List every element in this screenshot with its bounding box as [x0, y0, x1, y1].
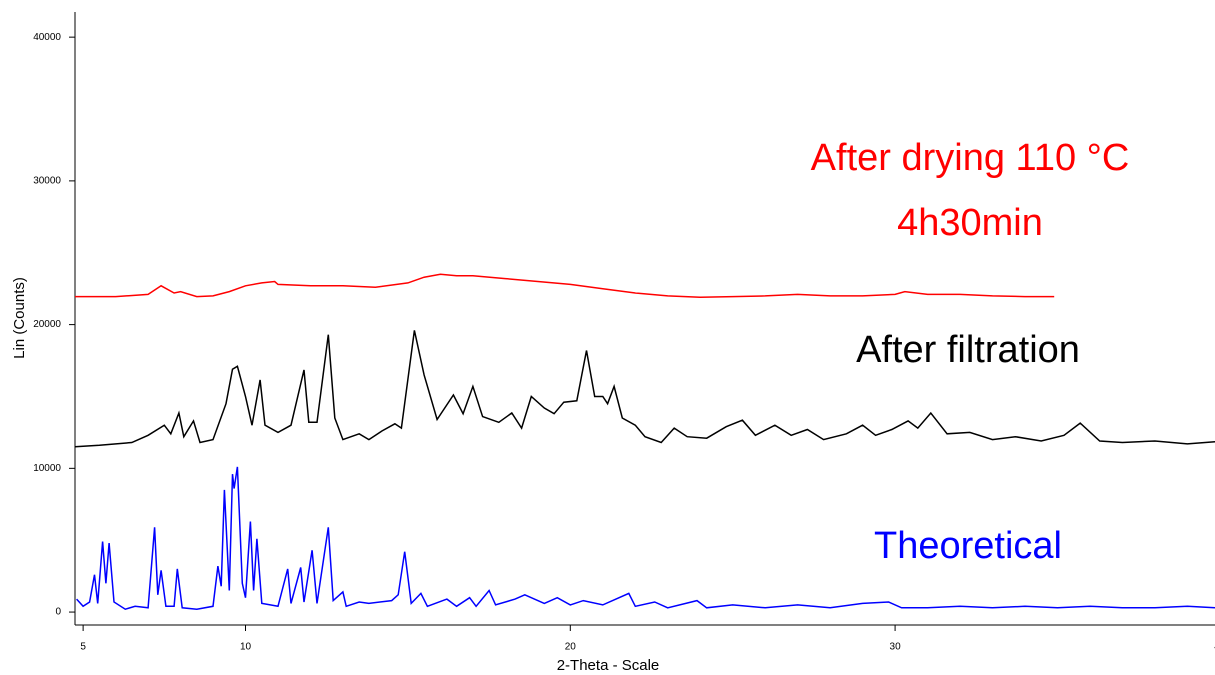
y-axis-label: Lin (Counts): [11, 277, 28, 359]
y-tick-label: 30000: [33, 176, 61, 187]
x-tick-label: 20: [565, 642, 577, 653]
annotation: Theoretical: [874, 525, 1062, 567]
annotation: 4h30min: [897, 202, 1043, 244]
data-line: [74, 330, 1215, 448]
annotation: After filtration: [856, 329, 1080, 371]
x-tick-label: 30: [890, 642, 902, 653]
y-tick-label: 0: [55, 607, 61, 618]
data-line: [75, 273, 1055, 299]
y-tick-label: 40000: [33, 32, 61, 43]
x-tick-label: 5: [80, 642, 86, 653]
data-line: [76, 466, 1215, 611]
y-tick-label: 10000: [33, 463, 61, 474]
annotation: After drying 110 °C: [811, 137, 1130, 179]
x-tick-label: 10: [240, 642, 252, 653]
y-tick-label: 20000: [33, 319, 61, 330]
x-axis-label: 2-Theta - Scale: [557, 657, 660, 674]
